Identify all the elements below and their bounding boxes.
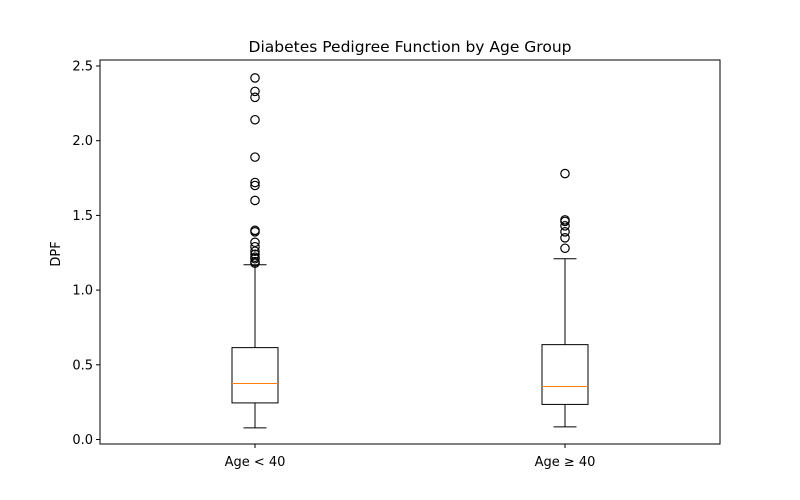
outlier-point [250, 241, 260, 252]
outlier-point [250, 249, 260, 260]
outlier-point [560, 168, 570, 179]
y-tick-label: 1.0 [72, 284, 93, 299]
iqr-box [231, 347, 279, 404]
outlier-point [560, 215, 570, 225]
iqr-box [541, 344, 589, 405]
plot-area: 0.0 0.5 1.0 1.5 2.0 2.5 Age < 40 Age ≥ 40 [72, 59, 595, 470]
outlier-point [250, 237, 260, 248]
y-tick-label: 2.5 [72, 59, 93, 74]
y-axis-label: DPF [49, 241, 64, 266]
outlier-point [250, 195, 260, 206]
outlier-point [250, 92, 260, 103]
y-tick-label: 2.0 [72, 134, 93, 149]
outlier-point [250, 252, 260, 263]
outlier-point [250, 225, 260, 236]
chart-title: Diabetes Pedigree Function by Age Group [249, 38, 572, 56]
outlier-point [560, 221, 570, 231]
outlier-point [250, 256, 260, 267]
outlier-point [250, 152, 260, 162]
outlier-point [250, 86, 260, 97]
y-tick-label: 1.5 [72, 209, 93, 224]
x-tick-label: Age < 40 [225, 455, 286, 470]
x-tick-label: Age ≥ 40 [535, 455, 596, 470]
y-tick-label: 0.0 [72, 433, 93, 448]
outlier-point [250, 73, 260, 83]
plot-frame [99, 59, 721, 445]
outlier-point [560, 233, 570, 243]
outlier-point [250, 114, 260, 125]
outlier-point [250, 180, 260, 191]
outlier-point [560, 227, 570, 237]
y-tick-label: 0.5 [72, 358, 93, 373]
outlier-point [560, 243, 570, 254]
outlier-point [250, 177, 260, 188]
